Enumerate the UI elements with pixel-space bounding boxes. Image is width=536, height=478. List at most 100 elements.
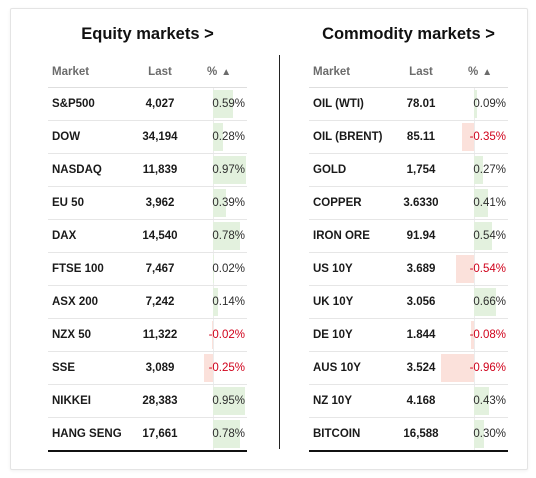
pct-change-cell: -0.35% xyxy=(454,121,508,153)
market-row[interactable]: S&P500 4,027 0.59% xyxy=(48,88,247,121)
market-name: DE 10Y xyxy=(313,329,353,341)
last-price: 78.01 xyxy=(406,98,436,110)
market-row[interactable]: SSE 3,089 -0.25% xyxy=(48,352,247,385)
pct-change-cell: 0.97% xyxy=(193,154,247,186)
pct-change-value: 0.14% xyxy=(212,296,245,308)
positive-change-bar xyxy=(474,288,496,316)
pct-change-value: -0.54% xyxy=(469,263,506,275)
equity-table-body: S&P500 4,027 0.59% DOW 34,194 0.28% NASDAQ 11,8… xyxy=(48,88,247,452)
pct-change-cell: 0.43% xyxy=(454,385,508,417)
bar-axis xyxy=(474,253,475,285)
pct-column-header[interactable]: % ▲ xyxy=(193,57,247,87)
pct-change-value: 0.78% xyxy=(212,230,245,242)
last-price: 3.056 xyxy=(406,296,436,308)
pct-change-value: 0.28% xyxy=(212,131,245,143)
pct-column-header[interactable]: % ▲ xyxy=(454,57,508,87)
bar-axis xyxy=(213,319,214,351)
last-price: 7,467 xyxy=(145,263,175,275)
last-price: 1,754 xyxy=(406,164,436,176)
positive-change-bar xyxy=(213,255,214,283)
pct-change-cell: 0.54% xyxy=(454,220,508,252)
market-name: ASX 200 xyxy=(52,296,99,308)
market-name: DOW xyxy=(52,131,81,143)
pct-change-cell: 0.30% xyxy=(454,418,508,450)
bar-axis xyxy=(213,352,214,384)
pct-change-value: -0.96% xyxy=(469,362,506,374)
market-name: SSE xyxy=(52,362,76,374)
market-row[interactable]: BITCOIN 16,588 0.30% xyxy=(309,418,508,452)
last-price: 3.6330 xyxy=(403,197,439,209)
market-name: S&P500 xyxy=(52,98,95,110)
sort-up-icon: ▲ xyxy=(221,66,232,78)
market-name: NASDAQ xyxy=(52,164,102,176)
market-name: BITCOIN xyxy=(313,428,361,440)
market-name: IRON ORE xyxy=(313,230,370,242)
market-row[interactable]: GOLD 1,754 0.27% xyxy=(309,154,508,187)
market-row[interactable]: FTSE 100 7,467 0.02% xyxy=(48,253,247,286)
pct-change-value: 0.97% xyxy=(212,164,245,176)
last-price: 17,661 xyxy=(142,428,178,440)
positive-change-bar xyxy=(213,288,218,316)
market-row[interactable]: IRON ORE 91.94 0.54% xyxy=(309,220,508,253)
positive-change-bar xyxy=(213,90,233,118)
last-price: 3.524 xyxy=(406,362,436,374)
last-price: 4,027 xyxy=(145,98,175,110)
pct-change-cell: 0.28% xyxy=(193,121,247,153)
market-row[interactable]: NZ 10Y 4.168 0.43% xyxy=(309,385,508,418)
market-row[interactable]: NIKKEI 28,383 0.95% xyxy=(48,385,247,418)
negative-change-bar xyxy=(456,255,474,283)
commodity-markets-link[interactable]: Commodity markets > xyxy=(322,25,495,43)
last-price: 28,383 xyxy=(142,395,178,407)
market-name: EU 50 xyxy=(52,197,84,209)
market-row[interactable]: NASDAQ 11,839 0.97% xyxy=(48,154,247,187)
negative-change-bar xyxy=(204,354,213,382)
negative-change-bar xyxy=(471,321,474,349)
market-name: NZ 10Y xyxy=(313,395,352,407)
pct-change-value: 0.27% xyxy=(473,164,506,176)
last-price: 3.689 xyxy=(406,263,436,275)
last-price: 85.11 xyxy=(406,131,436,143)
last-column-header[interactable]: Last xyxy=(409,66,433,78)
pct-change-value: 0.95% xyxy=(212,395,245,407)
market-row[interactable]: OIL (WTI) 78.01 0.09% xyxy=(309,88,508,121)
pct-change-value: 0.43% xyxy=(473,395,506,407)
pct-change-value: 0.09% xyxy=(473,98,506,110)
market-name: COPPER xyxy=(313,197,362,209)
pct-header-label: % xyxy=(468,66,479,78)
equity-markets-link[interactable]: Equity markets > xyxy=(81,25,214,43)
last-price: 11,839 xyxy=(142,164,178,176)
pct-change-value: 0.02% xyxy=(212,263,245,275)
market-row[interactable]: ASX 200 7,242 0.14% xyxy=(48,286,247,319)
market-row[interactable]: NZX 50 11,322 -0.02% xyxy=(48,319,247,352)
commodity-table-body: OIL (WTI) 78.01 0.09% OIL (BRENT) 85.11 -0.35… xyxy=(309,88,508,452)
market-row[interactable]: DAX 14,540 0.78% xyxy=(48,220,247,253)
last-price: 34,194 xyxy=(142,131,178,143)
commodity-markets-panel: Commodity markets > Market Last % ▲ OIL … xyxy=(309,9,508,452)
positive-change-bar xyxy=(213,222,240,250)
negative-change-bar xyxy=(441,354,474,382)
pct-change-cell: 0.39% xyxy=(193,187,247,219)
equity-table-header: Market Last % ▲ xyxy=(48,57,247,88)
negative-change-bar xyxy=(212,321,213,349)
market-column-header[interactable]: Market xyxy=(313,66,351,78)
market-row[interactable]: US 10Y 3.689 -0.54% xyxy=(309,253,508,286)
market-row[interactable]: DOW 34,194 0.28% xyxy=(48,121,247,154)
pct-change-cell: 0.95% xyxy=(193,385,247,417)
positive-change-bar xyxy=(474,387,489,415)
market-row[interactable]: EU 50 3,962 0.39% xyxy=(48,187,247,220)
market-row[interactable]: UK 10Y 3.056 0.66% xyxy=(309,286,508,319)
market-column-header[interactable]: Market xyxy=(52,66,90,78)
market-row[interactable]: AUS 10Y 3.524 -0.96% xyxy=(309,352,508,385)
pct-change-value: 0.54% xyxy=(473,230,506,242)
market-row[interactable]: HANG SENG 17,661 0.78% xyxy=(48,418,247,452)
pct-change-cell: 0.59% xyxy=(193,88,247,120)
market-row[interactable]: OIL (BRENT) 85.11 -0.35% xyxy=(309,121,508,154)
market-row[interactable]: DE 10Y 1.844 -0.08% xyxy=(309,319,508,352)
pct-change-cell: 0.66% xyxy=(454,286,508,318)
positive-change-bar xyxy=(213,387,245,415)
last-column-header[interactable]: Last xyxy=(148,66,172,78)
market-row[interactable]: COPPER 3.6330 0.41% xyxy=(309,187,508,220)
panel-divider xyxy=(279,55,280,449)
market-name: US 10Y xyxy=(313,263,353,275)
positive-change-bar xyxy=(213,420,240,448)
